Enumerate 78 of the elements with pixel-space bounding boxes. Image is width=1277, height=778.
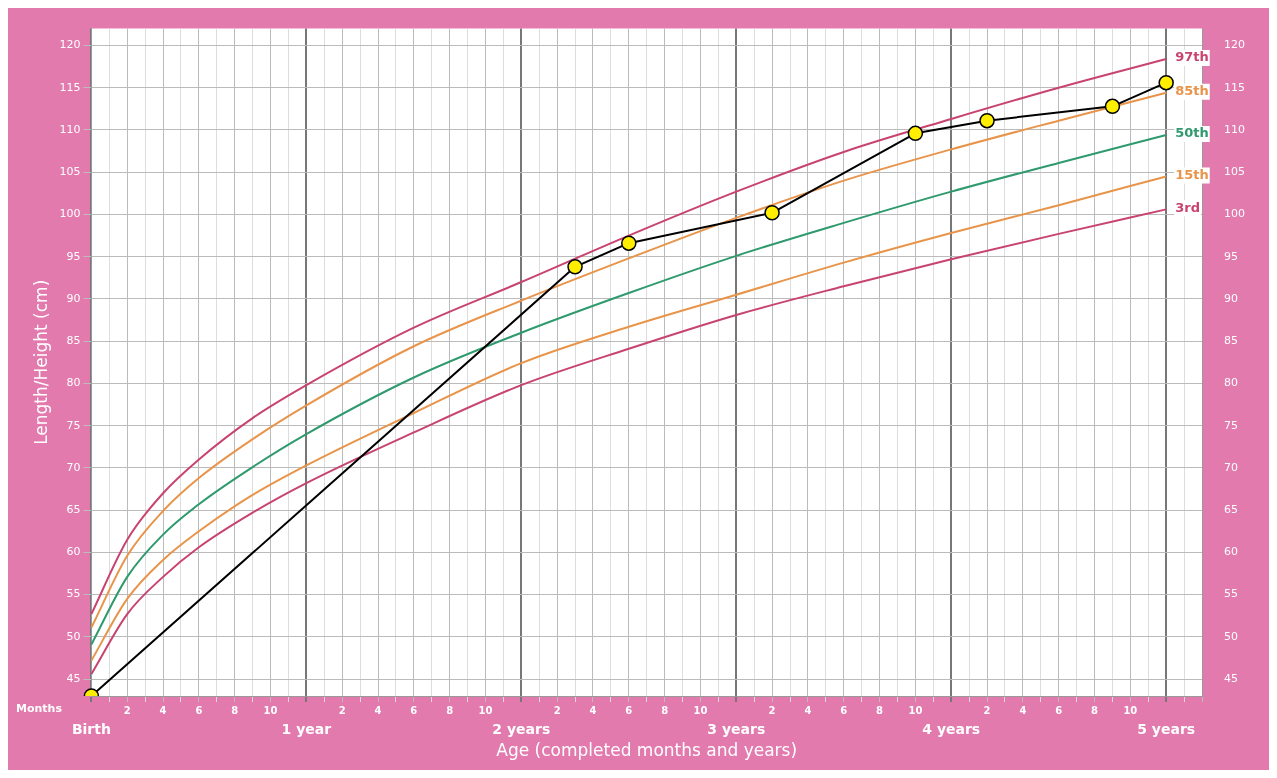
x-tick-label: 6: [1055, 704, 1063, 716]
y2-tick-label: 120: [1224, 38, 1245, 52]
y2-tick-label: 85: [1224, 334, 1238, 348]
y2-tick-label: 100: [1224, 207, 1245, 221]
x-tick-label: 6: [410, 704, 418, 716]
point: [979, 112, 995, 129]
x-tick-label: 10: [478, 704, 493, 716]
y-tick-label: 90: [66, 291, 81, 305]
y2-tick-label: 115: [1224, 80, 1245, 94]
y-tick-label: 105: [59, 165, 81, 179]
y-tick-label: 70: [66, 460, 81, 474]
x-axis-title: Age (completed months and years): [496, 740, 798, 761]
series-label: 85th: [1175, 83, 1209, 99]
y2-tick-label: 75: [1224, 418, 1238, 432]
x-tick-label: 8: [876, 704, 884, 716]
x-tick-label: 6: [195, 704, 203, 716]
y-tick-label: 45: [66, 671, 81, 685]
x-tick-label: 10: [263, 704, 278, 716]
point: [907, 125, 924, 142]
y2-tick-label: 45: [1224, 671, 1238, 685]
x-tick-label: 4: [804, 704, 812, 716]
y-tick-label: 120: [59, 38, 81, 52]
x-tick-label: 2: [768, 704, 776, 716]
x-tick-label: 8: [446, 704, 454, 716]
y-axis-title: Length/Height (cm): [30, 279, 51, 445]
y2-tick-label: 60: [1224, 545, 1238, 559]
x-tick-label: 10: [1123, 704, 1138, 716]
x-tick-label: 3 years: [707, 720, 766, 737]
y2-tick-label: 50: [1224, 629, 1238, 643]
x-tick-label: 4: [159, 704, 167, 716]
point: [567, 259, 583, 275]
y-tick-label: 50: [66, 629, 81, 643]
y2-tick-label: 90: [1224, 291, 1238, 305]
x-tick-label: 2: [338, 704, 346, 716]
y-tick-label: 55: [66, 587, 81, 601]
x-tick-label: 6: [840, 704, 848, 716]
x-tick-label: 4: [589, 704, 597, 716]
y2-tick-label: 110: [1224, 122, 1245, 136]
y-tick-label: 60: [66, 545, 81, 559]
x-tick-label: 2: [123, 704, 131, 716]
x-tick-label: 6: [625, 704, 633, 716]
text: Months: [16, 701, 63, 715]
y2-tick-label: 70: [1224, 460, 1238, 474]
y2-tick-label: 105: [1224, 165, 1245, 179]
x-tick-label: 5 years: [1137, 720, 1196, 737]
y-tick-label: 85: [66, 334, 81, 348]
x-tick-label: 4: [374, 704, 382, 716]
y2-tick-label: 80: [1224, 376, 1238, 390]
x-tick-label: 2: [553, 704, 561, 716]
y2-tick-label: 95: [1224, 249, 1238, 263]
x-tick-label: 4: [1019, 704, 1027, 716]
point: [1104, 98, 1121, 115]
y-tick-label: 95: [66, 249, 81, 263]
x-tick-label: 1 year: [281, 720, 332, 737]
y2-tick-label: 65: [1224, 503, 1238, 516]
x-tick-label: 10: [908, 704, 923, 716]
x-tick-label: 8: [661, 704, 669, 716]
y-tick-label: 75: [66, 418, 81, 432]
y-tick-label: 115: [59, 80, 81, 94]
x-tick-label: Birth: [71, 720, 111, 737]
x-tick-label: 2 years: [492, 720, 551, 737]
y-tick-label: 110: [59, 122, 81, 136]
x-tick-label: 4 years: [922, 720, 981, 737]
x-tick-label: 8: [1091, 704, 1099, 716]
x-tick-label: 2: [983, 704, 991, 716]
y-tick-label: 100: [59, 207, 81, 221]
y2-tick-label: 55: [1224, 587, 1238, 601]
series-label: 97th: [1175, 49, 1209, 65]
x-tick-label: 10: [693, 704, 708, 716]
point: [621, 235, 637, 251]
point: [1158, 74, 1174, 91]
y-tick-label: 65: [66, 503, 81, 516]
x-tick-label: 8: [231, 704, 239, 716]
series-label: 3rd: [1175, 199, 1200, 215]
point: [764, 205, 780, 221]
y-tick-label: 80: [66, 376, 81, 390]
series-label: 50th: [1175, 125, 1209, 141]
series-label: 15th: [1175, 166, 1209, 182]
